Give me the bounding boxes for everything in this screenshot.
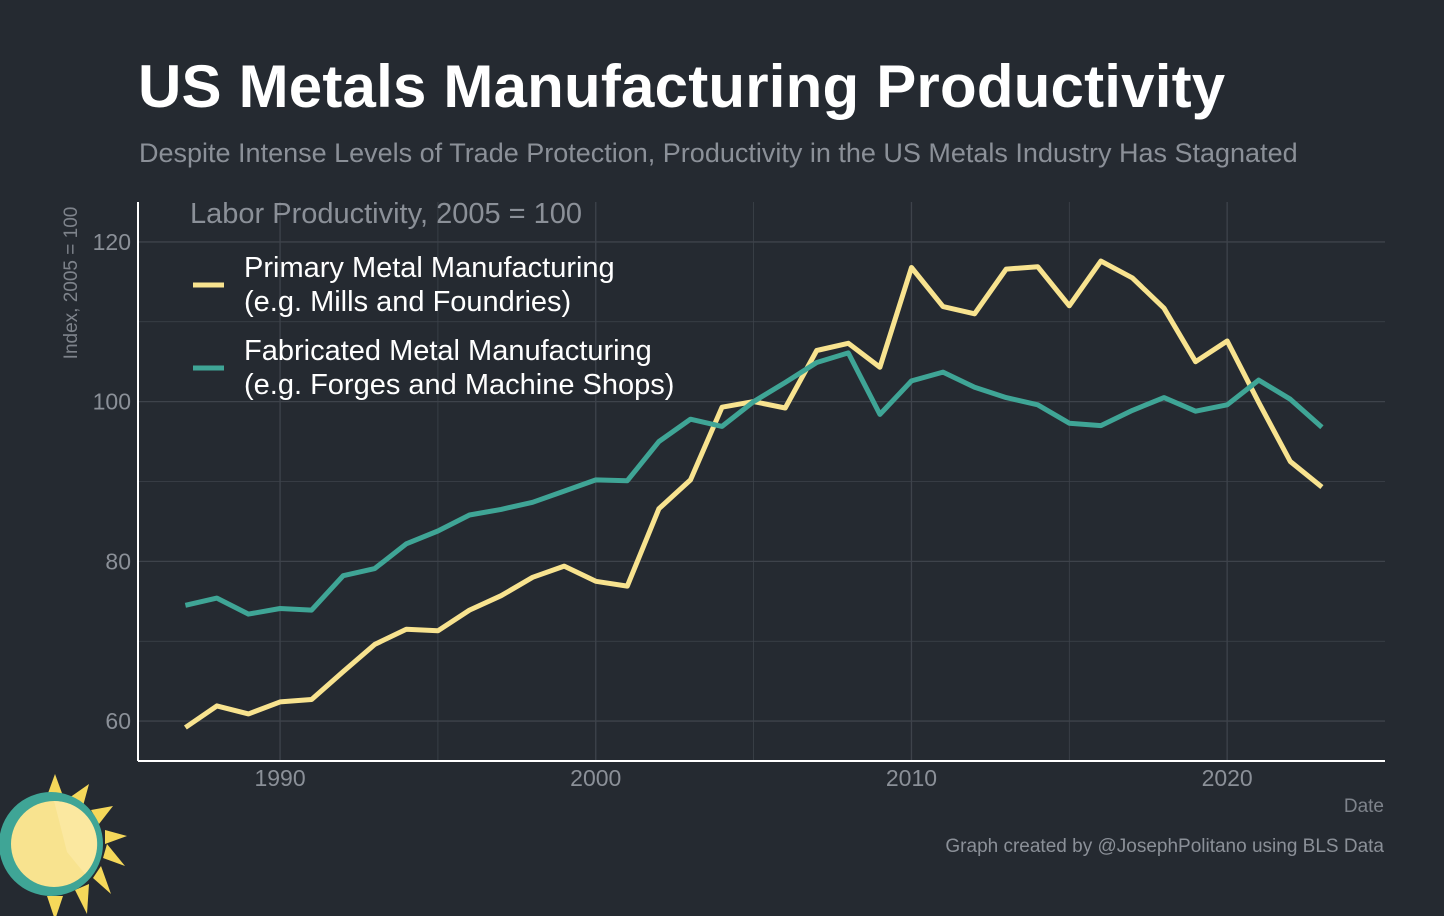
sun-icon: [0, 774, 127, 916]
tick-labels: 1990 2000 2010 2020 60 80 100 120: [93, 229, 1253, 791]
y-tick-label: 60: [105, 708, 131, 734]
legend: Primary Metal Manufacturing (e.g. Mills …: [193, 252, 674, 401]
y-tick-label: 80: [105, 548, 131, 574]
legend-label-primary-line1: Primary Metal Manufacturing: [244, 252, 615, 284]
chart-inner-label: Labor Productivity, 2005 = 100: [190, 198, 582, 230]
x-axis-title: Date: [1344, 796, 1384, 817]
x-tick-label: 1990: [254, 765, 305, 791]
axes: [137, 202, 1385, 762]
series-lines: [183, 258, 1324, 730]
y-tick-label: 120: [93, 229, 131, 255]
x-tick-label: 2000: [570, 765, 621, 791]
legend-label-fabricated-line2: (e.g. Forges and Machine Shops): [244, 369, 674, 401]
x-tick-label: 2010: [886, 765, 937, 791]
legend-label-primary-line2: (e.g. Mills and Foundries): [244, 286, 571, 318]
credit-text: Graph created by @JosephPolitano using B…: [945, 836, 1384, 857]
chart-title: US Metals Manufacturing Productivity: [138, 53, 1226, 120]
y-axis-title: Index, 2005 = 100: [61, 207, 82, 360]
series-line-fabricated-metal: [184, 350, 1324, 617]
chart-subtitle: Despite Intense Levels of Trade Protecti…: [139, 138, 1298, 168]
y-tick-label: 100: [93, 389, 131, 415]
legend-label-fabricated-line1: Fabricated Metal Manufacturing: [244, 335, 652, 367]
x-tick-label: 2020: [1202, 765, 1253, 791]
